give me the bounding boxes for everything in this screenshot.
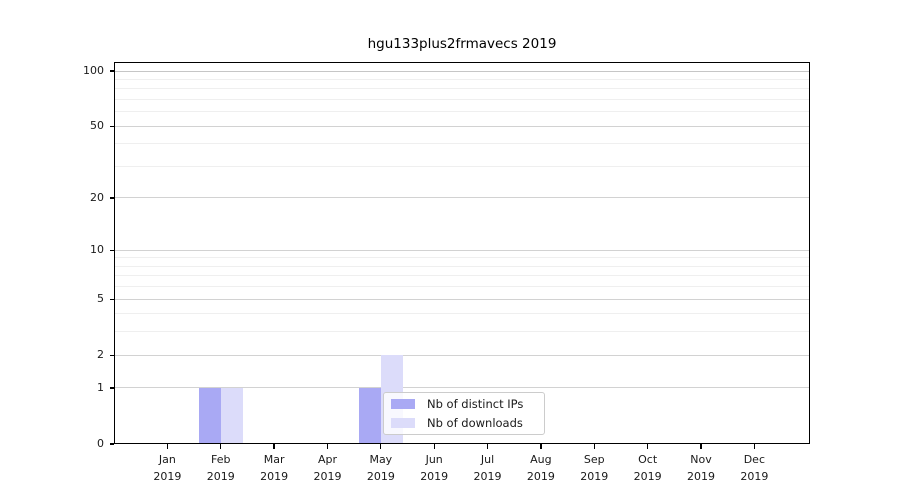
y-tick-label: 20 <box>90 190 104 204</box>
x-tick <box>753 444 755 449</box>
x-tick-year: 2019 <box>206 469 235 483</box>
x-tick-month: Jun <box>425 453 443 466</box>
x-tick-label: Sep 2019 <box>564 452 624 485</box>
x-tick-month: Jul <box>480 453 495 466</box>
x-tick <box>380 444 382 449</box>
y-tick-label: 0 <box>97 437 104 450</box>
x-tick <box>433 444 435 449</box>
x-tick-month: Jan <box>158 453 176 466</box>
x-tick-year: 2019 <box>580 469 609 483</box>
y-tick-label: 5 <box>97 292 104 306</box>
x-tick-label: May 2019 <box>351 452 411 485</box>
gridline <box>114 265 810 267</box>
x-tick-label: Mar 2019 <box>244 452 304 485</box>
legend-label-downloads: Nb of downloads <box>427 415 523 430</box>
gridline <box>114 111 810 113</box>
x-tick <box>220 444 222 449</box>
y-tick <box>109 125 114 127</box>
gridline <box>114 88 810 90</box>
x-tick-month: Nov <box>690 453 712 466</box>
legend-item-distinct-ips: Nb of distinct IPs <box>391 397 537 412</box>
gridline <box>114 249 810 251</box>
x-tick-label: Aug 2019 <box>511 452 571 485</box>
x-tick-year: 2019 <box>366 469 395 483</box>
y-tick-label: 1 <box>97 380 104 394</box>
x-tick <box>540 444 542 449</box>
x-tick-year: 2019 <box>420 469 449 483</box>
y-tick <box>109 443 114 445</box>
gridline <box>114 331 810 333</box>
gridline <box>114 70 810 72</box>
chart-title: hgu133plus2frmavecs 2019 <box>367 36 557 52</box>
y-tick <box>109 197 114 199</box>
x-tick-month: Oct <box>638 453 658 466</box>
x-tick-label: Feb 2019 <box>191 452 251 485</box>
y-tick-label: 2 <box>97 348 104 362</box>
gridline <box>114 387 810 389</box>
x-tick-month: Sep <box>583 453 605 466</box>
x-tick <box>166 444 169 449</box>
x-tick-year: 2019 <box>687 469 715 483</box>
x-tick-year: 2019 <box>633 469 662 483</box>
x-tick <box>486 444 489 449</box>
y-tick-label: 100 <box>83 64 104 77</box>
legend-label-distinct-ips: Nb of distinct IPs <box>427 397 524 412</box>
gridline <box>114 125 810 127</box>
y-tick <box>109 354 114 356</box>
x-tick-month: Apr <box>317 453 337 466</box>
x-tick-year: 2019 <box>260 469 289 483</box>
x-tick <box>593 444 595 449</box>
x-tick-year: 2019 <box>526 469 555 483</box>
gridline <box>114 275 810 277</box>
x-tick <box>646 444 649 449</box>
x-tick-label: Apr 2019 <box>297 452 357 485</box>
bar-downloads <box>220 387 243 444</box>
y-tick <box>109 298 114 300</box>
gridline <box>114 165 810 167</box>
x-tick-month: Mar <box>263 453 285 466</box>
gridline <box>114 98 810 100</box>
x-tick-month: May <box>369 453 393 466</box>
gridline <box>114 78 810 80</box>
x-tick-month: Aug <box>530 453 552 466</box>
x-tick-year: 2019 <box>153 469 182 483</box>
x-tick <box>700 444 702 449</box>
bar-distinct-ips <box>198 387 221 444</box>
x-tick-month: Dec <box>743 453 765 466</box>
x-tick-month: Feb <box>211 453 231 466</box>
y-tick <box>109 249 114 251</box>
x-tick <box>273 444 275 449</box>
gridline <box>114 197 810 199</box>
y-tick <box>109 387 114 389</box>
x-tick-label: Jun 2019 <box>404 452 464 485</box>
x-tick-label: Oct 2019 <box>618 452 678 485</box>
legend-swatch-downloads-icon <box>391 417 415 428</box>
bar-distinct-ips <box>359 387 381 444</box>
gridline <box>114 257 810 259</box>
gridline <box>114 143 810 145</box>
x-tick-year: 2019 <box>740 469 769 483</box>
gridline <box>114 286 810 288</box>
x-tick-label: Dec 2019 <box>724 452 784 485</box>
y-tick-label: 10 <box>90 243 104 257</box>
x-tick-year: 2019 <box>313 469 342 483</box>
y-tick <box>109 70 114 72</box>
x-tick-year: 2019 <box>473 469 502 483</box>
legend: Nb of distinct IPs Nb of downloads <box>383 392 545 435</box>
y-tick-label: 50 <box>90 119 104 133</box>
legend-swatch-distinct-ips-icon <box>391 399 415 410</box>
x-tick-label: Jul 2019 <box>458 452 518 485</box>
legend-item-downloads: Nb of downloads <box>391 416 537 431</box>
gridline <box>114 313 810 315</box>
x-tick-label: Jan 2019 <box>137 452 197 485</box>
x-tick-label: Nov 2019 <box>671 452 731 485</box>
gridline <box>114 298 810 300</box>
gridline <box>114 354 810 356</box>
plot-frame <box>114 62 810 444</box>
x-tick <box>326 444 329 449</box>
